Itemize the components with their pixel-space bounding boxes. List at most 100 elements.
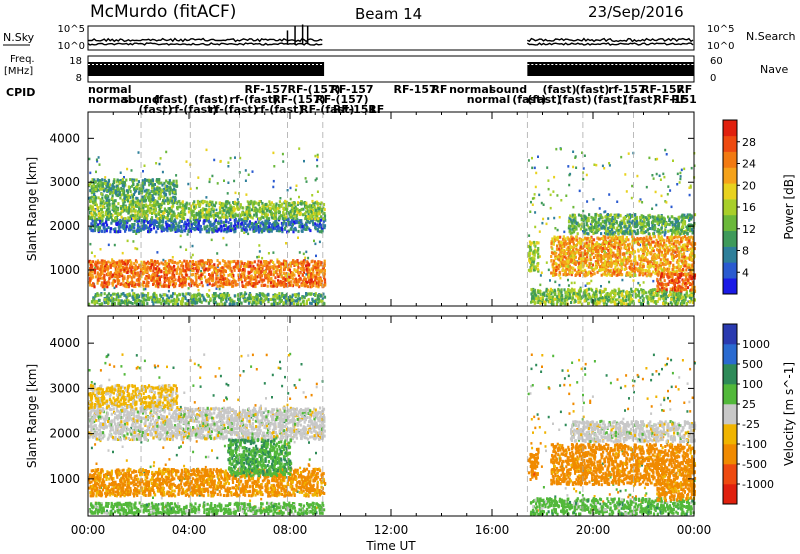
range-cell bbox=[227, 293, 231, 297]
range-cell bbox=[304, 283, 307, 287]
range-cell bbox=[211, 265, 214, 269]
range-cell bbox=[91, 260, 94, 264]
range-cell bbox=[246, 283, 250, 287]
range-cell bbox=[109, 191, 112, 195]
range-cell bbox=[130, 271, 133, 275]
range-cell bbox=[101, 276, 104, 280]
range-cell bbox=[205, 280, 208, 284]
scatter-cell bbox=[206, 283, 209, 287]
range-cell bbox=[214, 266, 217, 270]
range-cell bbox=[169, 276, 172, 280]
range-cell bbox=[163, 227, 166, 231]
range-cell bbox=[98, 216, 101, 220]
range-cell bbox=[298, 272, 301, 275]
scatter-cell bbox=[211, 174, 214, 178]
scatter-cell bbox=[658, 174, 661, 177]
range-cell bbox=[298, 285, 301, 289]
range-cell bbox=[306, 261, 309, 265]
range-cell bbox=[246, 217, 249, 221]
range-cell bbox=[136, 271, 140, 275]
range-cell bbox=[212, 203, 215, 207]
range-cell bbox=[284, 294, 287, 298]
scatter-cell bbox=[123, 176, 125, 179]
range-cell bbox=[205, 267, 208, 271]
scatter-cell bbox=[272, 151, 275, 155]
range-cell bbox=[283, 267, 286, 271]
range-cell bbox=[137, 280, 140, 284]
range-cell bbox=[104, 196, 108, 200]
scatter-cell bbox=[93, 255, 96, 258]
range-cell bbox=[154, 284, 157, 288]
scatter-cell bbox=[595, 163, 598, 167]
range-cell bbox=[314, 208, 317, 212]
scatter-cell bbox=[121, 251, 124, 255]
range-cell bbox=[679, 265, 683, 269]
scatter-cell bbox=[679, 175, 682, 178]
scatter-cell bbox=[669, 189, 672, 192]
scatter-cell bbox=[654, 158, 657, 161]
range-cell bbox=[259, 278, 262, 282]
range-cell bbox=[304, 212, 307, 216]
range-cell bbox=[162, 212, 165, 216]
scatter-cell bbox=[205, 148, 208, 152]
range-cell bbox=[227, 280, 230, 283]
scatter-cell bbox=[158, 162, 161, 166]
scatter-cell bbox=[531, 203, 534, 206]
range-cell bbox=[212, 209, 215, 213]
scatter-cell bbox=[527, 159, 530, 162]
range-cell bbox=[157, 212, 160, 216]
range-cell bbox=[166, 184, 169, 188]
range-cell bbox=[203, 264, 206, 268]
range-cell bbox=[116, 271, 119, 275]
range-cell bbox=[179, 283, 183, 286]
range-cell bbox=[264, 219, 267, 223]
range-cell bbox=[211, 283, 215, 287]
range-cell bbox=[111, 273, 114, 277]
range-cell bbox=[167, 299, 170, 302]
range-cell bbox=[218, 284, 221, 288]
scatter-cell bbox=[161, 170, 164, 174]
range-cell bbox=[127, 285, 130, 289]
range-cell bbox=[184, 279, 187, 283]
range-cell bbox=[311, 268, 315, 272]
range-cell bbox=[243, 271, 246, 275]
range-cell bbox=[115, 284, 118, 288]
range-cell bbox=[258, 264, 261, 268]
range-cell bbox=[250, 283, 253, 287]
range-cell bbox=[248, 294, 251, 297]
nave-tick-bottom: 0 bbox=[710, 73, 716, 84]
range-cell bbox=[121, 225, 124, 229]
range-cell bbox=[185, 259, 188, 263]
scatter-cell bbox=[88, 157, 91, 161]
range-cell bbox=[117, 187, 120, 190]
range-cell bbox=[169, 199, 172, 203]
range-cell bbox=[321, 266, 325, 270]
range-cell bbox=[181, 200, 184, 204]
scatter-cell bbox=[553, 216, 556, 220]
range-cell bbox=[147, 298, 151, 301]
range-cell bbox=[243, 264, 246, 268]
range-cell bbox=[163, 181, 166, 185]
range-cell bbox=[302, 283, 305, 287]
range-cell bbox=[144, 198, 148, 202]
scatter-cell bbox=[593, 163, 596, 166]
range-cell bbox=[191, 269, 194, 272]
range-cell bbox=[163, 293, 166, 297]
range-cell bbox=[300, 260, 303, 264]
range-cell bbox=[316, 217, 319, 221]
scatter-cell bbox=[135, 232, 138, 235]
range-cell bbox=[126, 199, 129, 203]
range-cell bbox=[93, 285, 96, 289]
range-cell bbox=[221, 204, 224, 207]
range-cell bbox=[114, 211, 117, 214]
range-cell bbox=[146, 302, 149, 306]
range-cell bbox=[283, 285, 286, 289]
range-cell bbox=[107, 179, 111, 183]
range-cell bbox=[205, 293, 209, 296]
range-cell bbox=[93, 193, 96, 196]
range-cell bbox=[308, 210, 311, 214]
range-cell bbox=[119, 196, 122, 200]
range-cell bbox=[97, 277, 100, 281]
range-cell bbox=[165, 262, 168, 266]
range-cell bbox=[213, 268, 216, 272]
